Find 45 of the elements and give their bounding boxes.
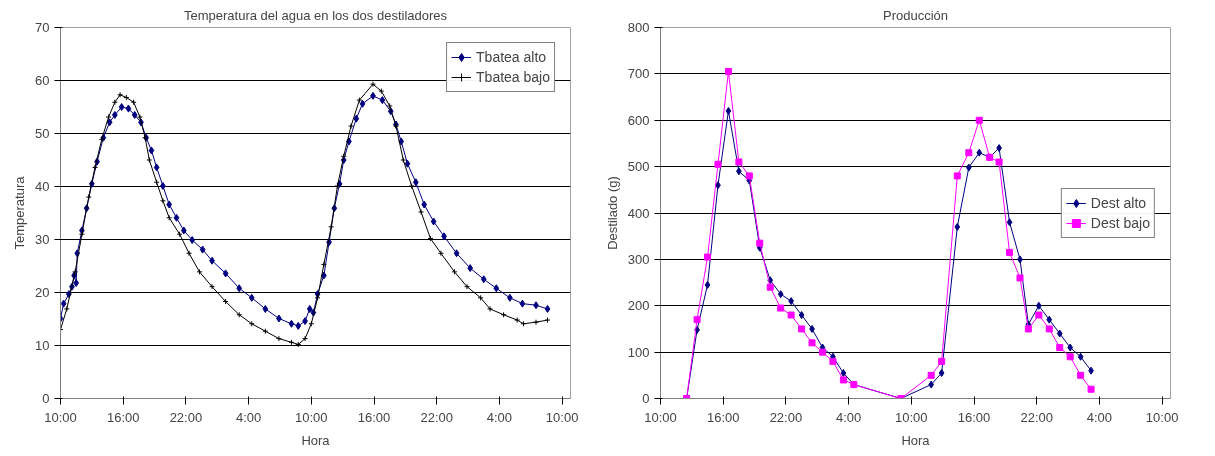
y-tick-label: 70 (35, 20, 50, 35)
y-tick-label: 10 (35, 338, 50, 353)
x-tick-label: 16:00 (706, 409, 740, 425)
x-tick-label: 10:00 (644, 409, 677, 425)
y-tick-label: 700 (627, 66, 650, 82)
legend-label: Dest alto (1090, 194, 1147, 211)
x-tick-label: 10:00 (44, 409, 77, 425)
y-tick-label: 400 (627, 205, 650, 221)
y-tick-label: 300 (627, 251, 650, 267)
x-tick-label: 16:00 (106, 409, 140, 425)
chart-title: Producción (882, 7, 949, 23)
y-tick-label: 600 (627, 112, 650, 128)
x-tick-label: 4:00 (486, 409, 513, 425)
x-tick-label: 22:00 (420, 409, 454, 425)
x-tick-label: 10:00 (545, 409, 579, 425)
x-axis-title: Hora (901, 432, 931, 448)
x-tick-label: 4:00 (235, 409, 262, 425)
y-axis-title: Temperatura (12, 175, 28, 250)
x-tick-label: 22:00 (1020, 409, 1054, 425)
x-tick-label: 10:00 (895, 409, 928, 425)
x-axis-title: Hora (301, 432, 331, 448)
x-tick-label: 16:00 (957, 409, 991, 425)
y-tick-label: 40 (35, 179, 50, 194)
x-tick-label: 4:00 (1086, 409, 1113, 425)
x-tick-label: 10:00 (1145, 409, 1179, 425)
y-axis-title: Destilado (g) (604, 176, 620, 250)
x-tick-label: 16:00 (357, 409, 391, 425)
legend-label: Tbatea alto (476, 49, 547, 65)
y-tick-label: 50 (35, 126, 50, 141)
x-tick-label: 4:00 (835, 409, 862, 425)
legend-label: Tbatea bajo (476, 69, 550, 85)
y-tick-label: 60 (35, 73, 50, 88)
y-tick-label: 0 (642, 391, 650, 406)
legend-label: Dest bajo (1090, 214, 1150, 231)
y-tick-label: 500 (627, 159, 650, 175)
x-tick-label: 22:00 (169, 409, 203, 425)
y-tick-label: 800 (627, 20, 650, 35)
y-tick-label: 30 (35, 232, 50, 247)
y-tick-label: 0 (42, 391, 50, 406)
x-tick-label: 22:00 (769, 409, 803, 425)
x-tick-label: 10:00 (295, 409, 328, 425)
chart-title: Temperatura del agua en los dos destiladores (183, 7, 448, 23)
y-tick-label: 200 (627, 298, 650, 314)
y-tick-label: 100 (627, 344, 650, 360)
y-tick-label: 20 (35, 285, 50, 300)
